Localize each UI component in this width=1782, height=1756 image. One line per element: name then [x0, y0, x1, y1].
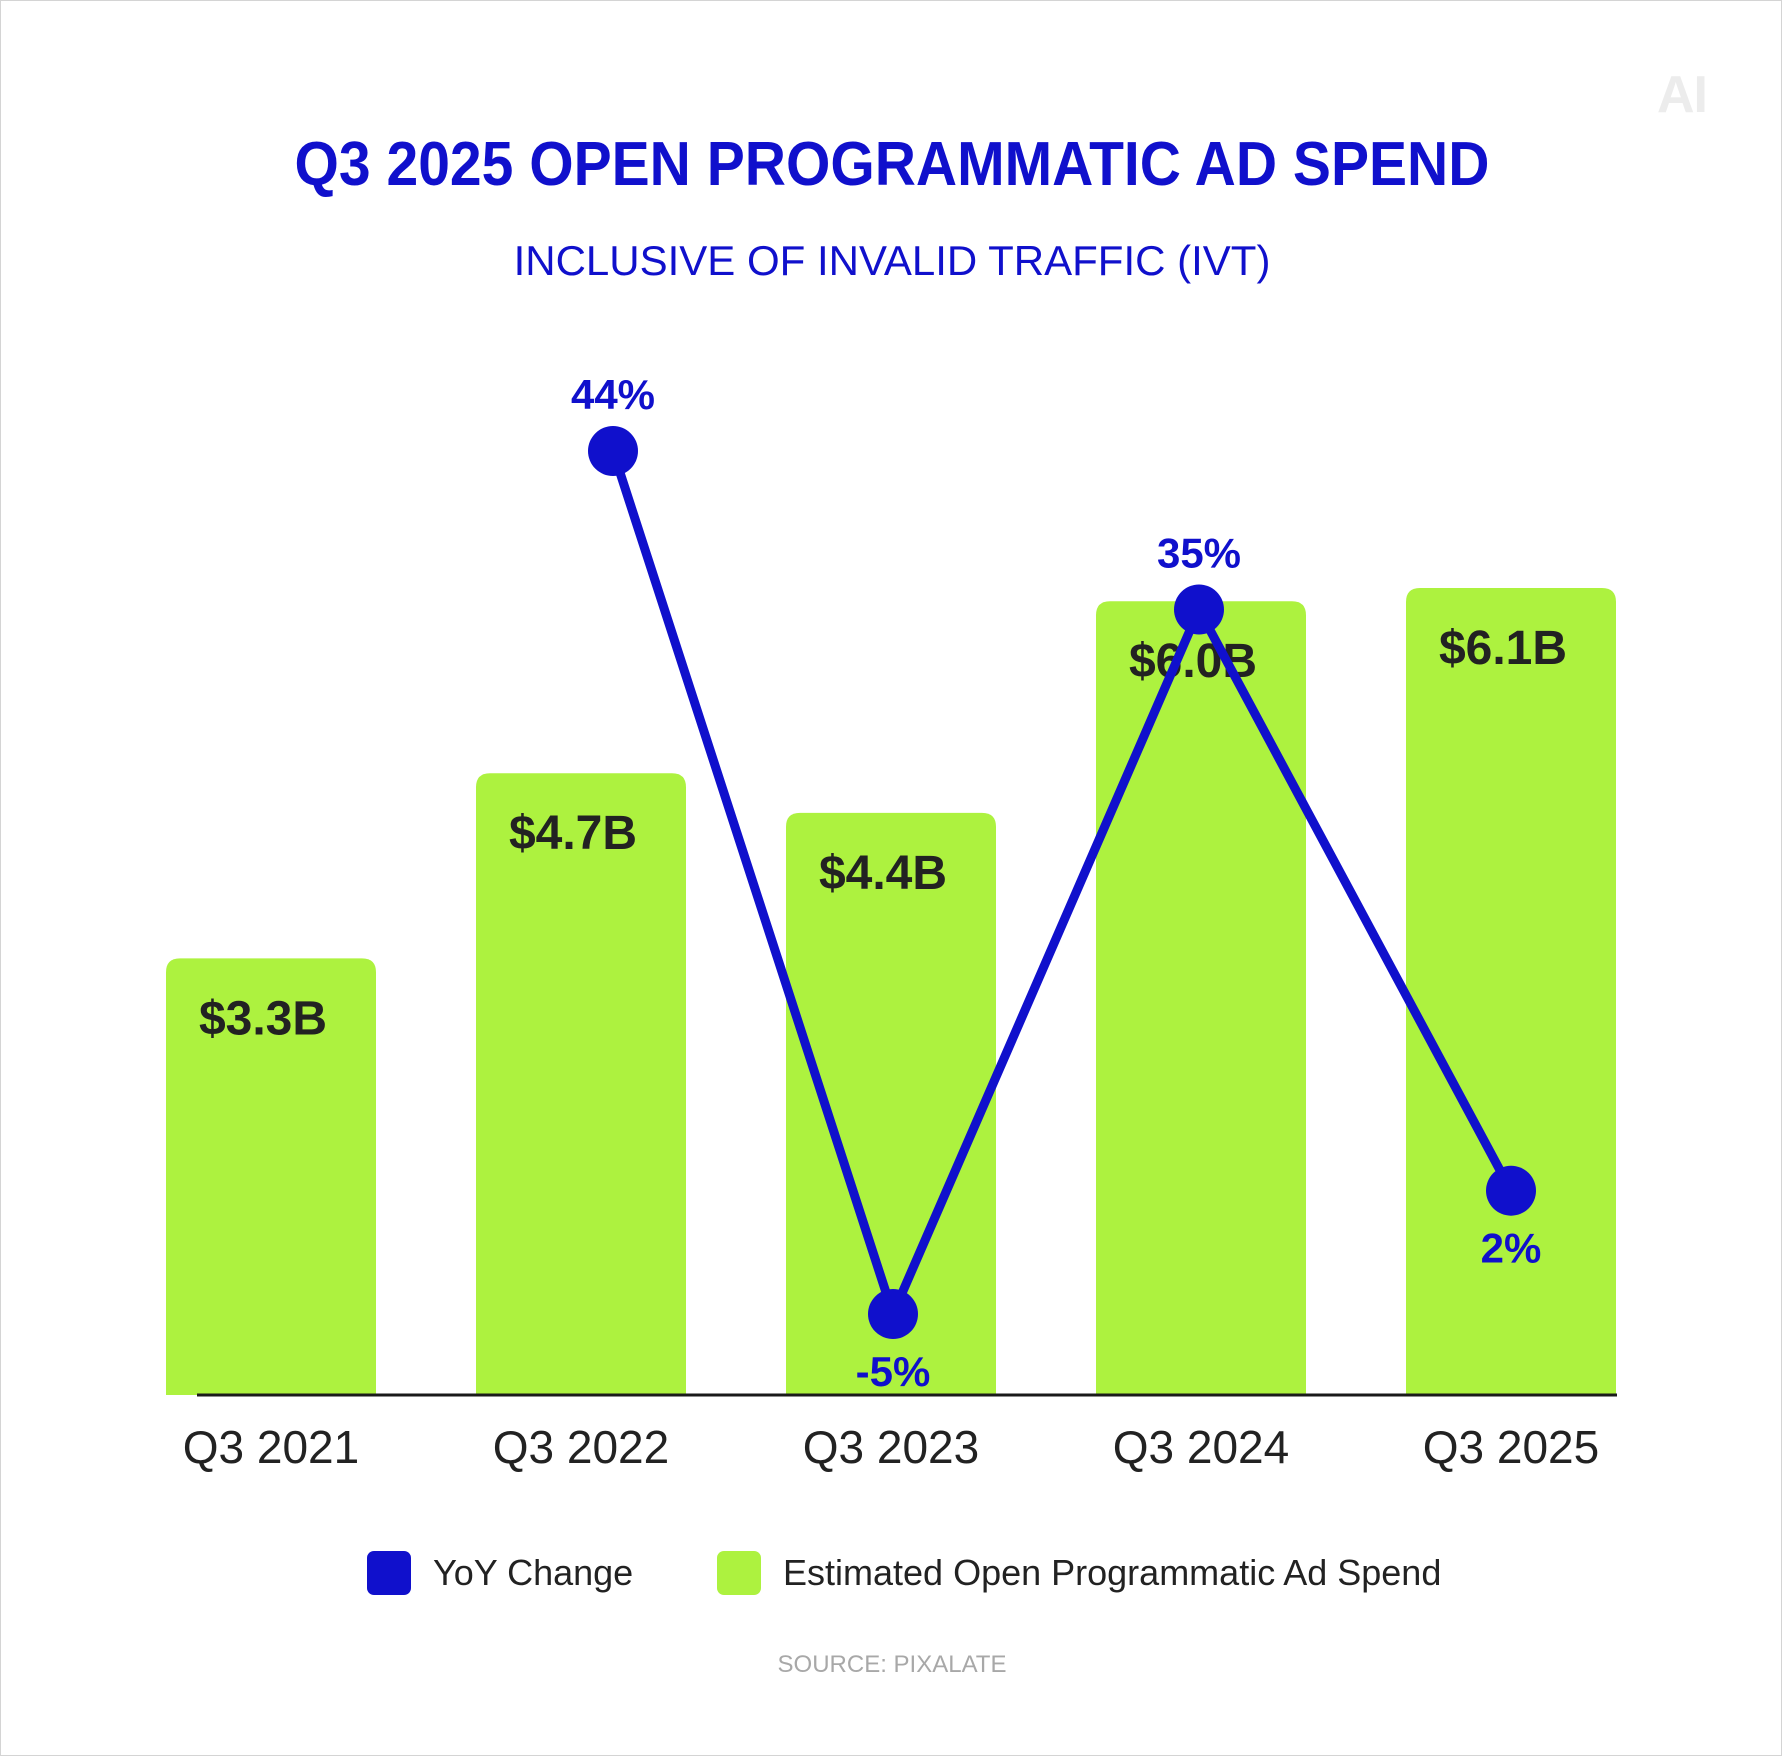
source-note: SOURCE: PIXALATE	[777, 1651, 1007, 1678]
yoy-label-4: 2%	[1481, 1225, 1542, 1272]
legend-item-spend: Estimated Open Programmatic Ad Spend	[717, 1551, 1441, 1595]
yoy-point-2	[868, 1289, 918, 1339]
x-tick-label-3: Q3 2024	[1113, 1421, 1289, 1473]
x-tick-label-4: Q3 2025	[1423, 1421, 1599, 1473]
bar-label-4: $6.1B	[1439, 622, 1567, 675]
bar-4	[1406, 588, 1616, 1395]
yoy-label-2: -5%	[856, 1348, 931, 1395]
yoy-line	[608, 449, 1515, 1327]
chart-subtitle: INCLUSIVE OF INVALID TRAFFIC (IVT)	[513, 237, 1271, 284]
x-tick-label-2: Q3 2023	[803, 1421, 979, 1473]
yoy-label-1: 44%	[571, 371, 655, 418]
bar-2	[786, 812, 996, 1395]
yoy-point-3	[1174, 584, 1224, 635]
chart-legend: YoY Change Estimated Open Programmatic A…	[1, 1551, 1782, 1601]
chart-title: Q3 2025 OPEN PROGRAMMATIC AD SPEND	[294, 130, 1490, 199]
bar-3	[1096, 601, 1306, 1395]
yoy-label-3: 35%	[1157, 530, 1241, 577]
x-tick-label-1: Q3 2022	[493, 1421, 669, 1473]
legend-swatch-spend	[717, 1551, 761, 1595]
yoy-point-4	[1486, 1165, 1536, 1216]
bar-0	[166, 958, 376, 1395]
yoy-point-1	[588, 426, 638, 476]
bar-label-2: $4.4B	[819, 847, 947, 900]
legend-label-yoy: YoY Change	[433, 1552, 634, 1593]
legend-item-yoy: YoY Change	[367, 1551, 633, 1595]
bar-label-1: $4.7B	[509, 807, 637, 860]
brand-logo: AI	[1657, 66, 1708, 124]
legend-swatch-yoy	[367, 1551, 411, 1595]
bar-1	[476, 773, 686, 1395]
bar-label-0: $3.3B	[199, 992, 327, 1045]
legend-label-spend: Estimated Open Programmatic Ad Spend	[783, 1552, 1442, 1593]
x-tick-label-0: Q3 2021	[183, 1421, 359, 1473]
